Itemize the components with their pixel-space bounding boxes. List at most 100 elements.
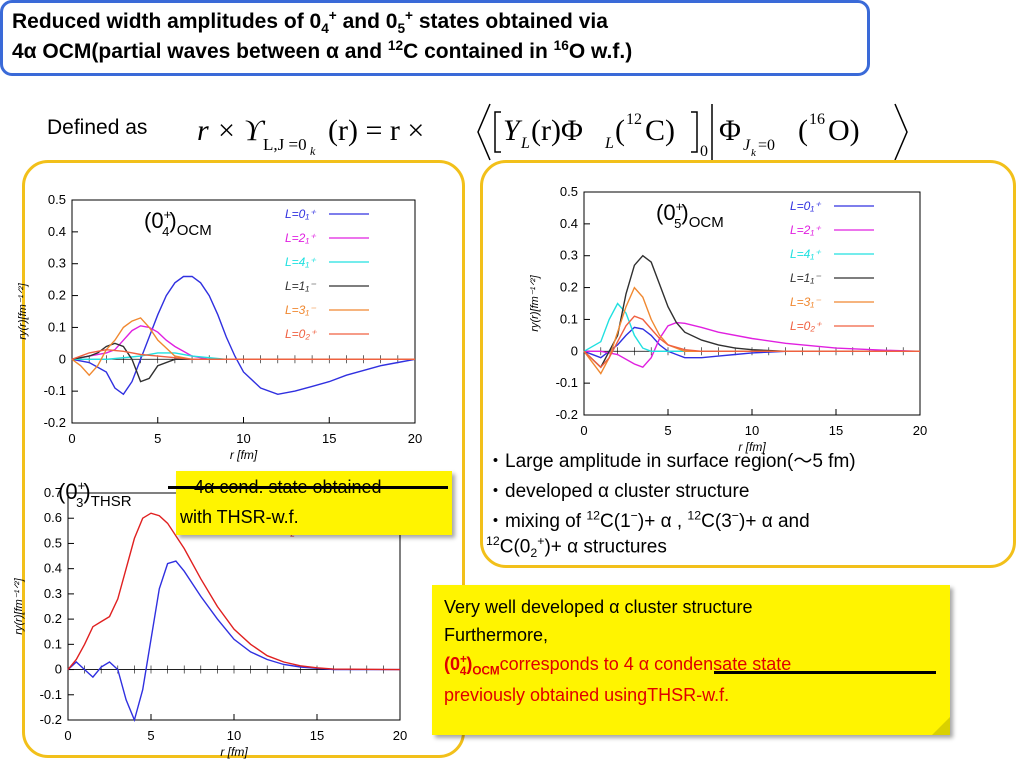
formula-phi: Φ bbox=[719, 114, 741, 147]
formula-o16-end: O) bbox=[828, 114, 860, 147]
state-label: (0+ 4)OCM bbox=[144, 207, 212, 239]
legend-label: L=0₁⁺ bbox=[285, 207, 317, 221]
x-tick-label: 20 bbox=[408, 431, 422, 446]
summary-line-4: previously obtained usingTHSR-w.f. bbox=[444, 685, 730, 705]
state-label-sub: 4 bbox=[162, 224, 169, 239]
legend-label: L=0₂⁺ bbox=[790, 319, 823, 333]
y-axis-label: ry(r)[fm⁻¹ᐟ²] bbox=[13, 577, 25, 634]
series-line bbox=[67, 560, 400, 723]
note-mixing: ・mixing of 12C(1−)+ α , 12C(3−)+ α and bbox=[486, 508, 810, 532]
formula-lhs: r × ϒ bbox=[197, 114, 266, 147]
right-panel bbox=[480, 160, 1016, 568]
state-label-main: (0 bbox=[144, 208, 164, 233]
summary-strike-line bbox=[714, 671, 936, 674]
definition-formula: r × ϒ L,J =0 k (r) = r × Y L (r)Φ L ( 12… bbox=[197, 103, 908, 161]
formula-lhs-subsub: k bbox=[310, 144, 316, 158]
formula-o16-sup: 16 bbox=[809, 111, 825, 128]
formula-outer-sub: 0 bbox=[700, 143, 708, 160]
formula-c12-end: C) bbox=[645, 114, 675, 147]
legend-label: L=3₁⁻ bbox=[285, 303, 317, 317]
y-tick-label: 0 bbox=[59, 351, 66, 366]
y-tick-label: 0.4 bbox=[44, 561, 62, 576]
x-tick-label: 15 bbox=[310, 728, 324, 743]
y-tick-label: 0.1 bbox=[560, 311, 578, 326]
summary-line-1: Very well developed α cluster structure bbox=[444, 597, 753, 617]
note-structures: 12C(02+)+ α structures bbox=[486, 534, 667, 561]
formula-phi-sub2: =0 bbox=[758, 137, 775, 154]
y-tick-label: -0.1 bbox=[40, 687, 62, 702]
y-tick-label: 0.3 bbox=[48, 256, 66, 271]
state-label-close: ) bbox=[83, 479, 90, 504]
formula-phi-sub: L bbox=[604, 135, 614, 152]
legend-label: L=3₁⁻ bbox=[790, 295, 822, 309]
state-label-main: (0 bbox=[58, 479, 78, 504]
legend-label: L=1₁⁻ bbox=[790, 271, 822, 285]
thsr-note-line2: with THSR-w.f. bbox=[180, 507, 299, 527]
y-tick-label: 0.2 bbox=[560, 280, 578, 295]
formula-o16: ( bbox=[798, 114, 808, 147]
state-label-sup: + bbox=[676, 199, 684, 214]
state-label-sub: 5 bbox=[674, 216, 681, 231]
series-line bbox=[71, 275, 416, 396]
title-line-1: Reduced width amplitudes of 04+ and 05+ … bbox=[12, 8, 608, 37]
y-tick-label: 0.6 bbox=[44, 510, 62, 525]
series-line bbox=[583, 315, 920, 369]
series-line bbox=[67, 512, 401, 671]
x-tick-label: 5 bbox=[664, 423, 671, 438]
series-line bbox=[583, 254, 920, 369]
y-tick-label: 0.5 bbox=[48, 192, 66, 207]
x-tick-label: 15 bbox=[322, 431, 336, 446]
y-tick-label: 0.4 bbox=[560, 216, 578, 231]
x-axis-label: r [fm] bbox=[738, 440, 766, 454]
legend-label: L=1₁⁻ bbox=[285, 279, 317, 293]
formula-arg: (r)Φ bbox=[531, 114, 583, 147]
note-surface-region: ・Large amplitude in surface region(～5 fm… bbox=[486, 451, 856, 472]
state-label-sup: + bbox=[78, 478, 86, 493]
y-tick-label: 0.1 bbox=[44, 636, 62, 651]
y-tick-label: 0.2 bbox=[44, 611, 62, 626]
thsr-note: 4α cond. state obtained with THSR-w.f. bbox=[176, 471, 452, 535]
y-tick-label: -0.2 bbox=[40, 712, 62, 727]
formula-phi-subsub: k bbox=[751, 147, 757, 159]
x-tick-label: 10 bbox=[227, 728, 241, 743]
y-tick-label: 0 bbox=[55, 662, 62, 677]
y-tick-label: 0.1 bbox=[48, 319, 66, 334]
x-tick-label: 15 bbox=[829, 423, 843, 438]
formula-brackets bbox=[477, 103, 908, 161]
formula-phi-sub: J bbox=[743, 137, 751, 154]
x-tick-label: 0 bbox=[64, 728, 71, 743]
state-label-close: ) bbox=[169, 208, 176, 233]
formula-c12: ( bbox=[615, 114, 625, 147]
state-label: (0+ 5)OCM bbox=[656, 199, 724, 231]
y-axis-label: ry(r)[fm⁻¹ᐟ²] bbox=[17, 282, 29, 339]
state-label: (0+ 3)THSR bbox=[58, 478, 132, 510]
state-label-main: (0 bbox=[656, 200, 676, 225]
legend-label: L=0₂⁺ bbox=[285, 327, 318, 341]
legend-label: L=0₁⁺ bbox=[790, 199, 822, 213]
y-tick-label: 0.5 bbox=[44, 535, 62, 550]
title-line-2: 4α OCM(partial waves between α and 12C c… bbox=[12, 38, 633, 63]
y-tick-label: -0.1 bbox=[556, 375, 578, 390]
y-tick-label: 0.4 bbox=[48, 224, 66, 239]
left-panel bbox=[22, 160, 465, 758]
x-tick-label: 10 bbox=[236, 431, 250, 446]
y-tick-label: 0 bbox=[571, 343, 578, 358]
x-tick-label: 10 bbox=[745, 423, 759, 438]
x-tick-label: 5 bbox=[154, 431, 161, 446]
legend-label: L=2₁⁺ bbox=[790, 223, 822, 237]
x-axis-label: r [fm] bbox=[220, 745, 248, 759]
y-tick-label: 0.7 bbox=[44, 485, 62, 500]
x-tick-label: 0 bbox=[68, 431, 75, 446]
y-tick-label: -0.2 bbox=[556, 407, 578, 422]
y-tick-label: 0.2 bbox=[48, 288, 66, 303]
formula-mid: (r) = r × bbox=[328, 114, 424, 147]
x-tick-label: 5 bbox=[147, 728, 154, 743]
state-label-tail-sub: THSR bbox=[91, 493, 132, 510]
summary-line-2: Furthermore, bbox=[444, 625, 549, 645]
state-label-sup: + bbox=[164, 207, 172, 222]
series-line bbox=[583, 326, 920, 359]
note-developed-cluster: ・developed α cluster structure bbox=[486, 481, 750, 502]
y-tick-label: 0.3 bbox=[560, 248, 578, 263]
note-folded-corner bbox=[932, 717, 950, 735]
